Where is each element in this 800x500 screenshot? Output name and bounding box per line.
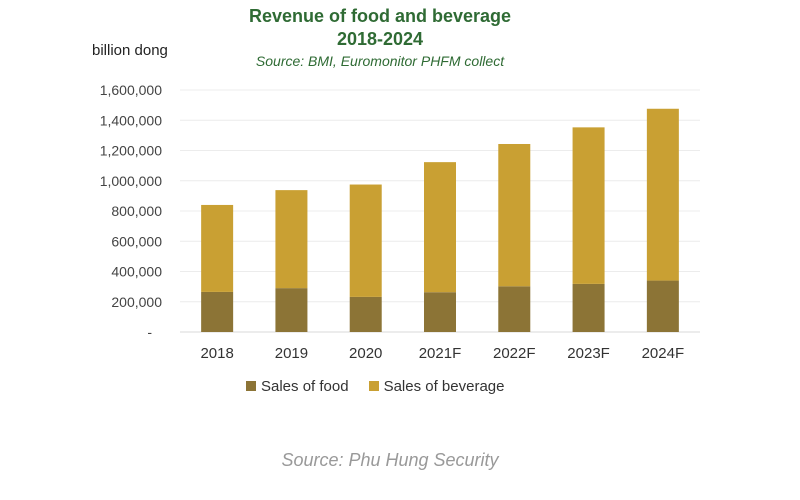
bar-beverage	[275, 190, 308, 289]
bar-beverage	[349, 184, 382, 297]
chart-title-line2: 2018-2024	[336, 29, 424, 49]
bar-beverage	[646, 108, 679, 281]
legend: Sales of food Sales of beverage	[246, 378, 504, 395]
x-tick-label: 2024F	[642, 345, 685, 362]
x-tick-label: 2022F	[493, 345, 536, 362]
legend-label: Sales of food	[261, 378, 349, 395]
bar-food	[498, 286, 531, 332]
y-axis-label: billion dong	[92, 42, 168, 59]
bar-beverage	[572, 127, 605, 284]
y-tick-label: 1,400,000	[100, 112, 162, 128]
bar-food	[349, 296, 382, 332]
bar-beverage	[201, 204, 234, 292]
bar-food	[201, 291, 234, 332]
x-tick-label: 2021F	[419, 345, 462, 362]
x-tick-label: 2020	[349, 345, 382, 362]
image-caption: Source: Phu Hung Security	[281, 450, 499, 470]
y-tick-label: 800,000	[111, 203, 162, 219]
bar-beverage	[424, 162, 456, 293]
y-tick-label: 1,600,000	[100, 82, 162, 98]
legend-label: Sales of beverage	[383, 378, 505, 395]
y-tick-label: 600,000	[111, 233, 162, 249]
bar-food	[424, 292, 456, 332]
x-tick-label: 2018	[200, 345, 233, 362]
legend-swatch-food	[246, 381, 256, 391]
bar-beverage	[498, 143, 531, 287]
x-tick-label: 2023F	[567, 345, 610, 362]
y-tick-label: 1,200,000	[100, 143, 162, 159]
y-tick-label: 400,000	[111, 264, 162, 280]
y-tick-label: -	[147, 324, 152, 340]
bar-food	[572, 283, 605, 332]
bar-food	[646, 280, 679, 332]
chart-subtitle: Source: BMI, Euromonitor PHFM collect	[255, 53, 505, 69]
y-tick-label: 200,000	[111, 294, 162, 310]
y-tick-label: 1,000,000	[100, 173, 162, 189]
bar-food	[275, 288, 308, 332]
chart-title: Revenue of food and beverage	[248, 6, 512, 26]
legend-swatch-beverage	[368, 381, 379, 391]
legend-item-food: Sales of food	[246, 378, 349, 395]
x-tick-label: 2019	[275, 345, 308, 362]
legend-item-beverage: Sales of beverage	[368, 378, 505, 395]
